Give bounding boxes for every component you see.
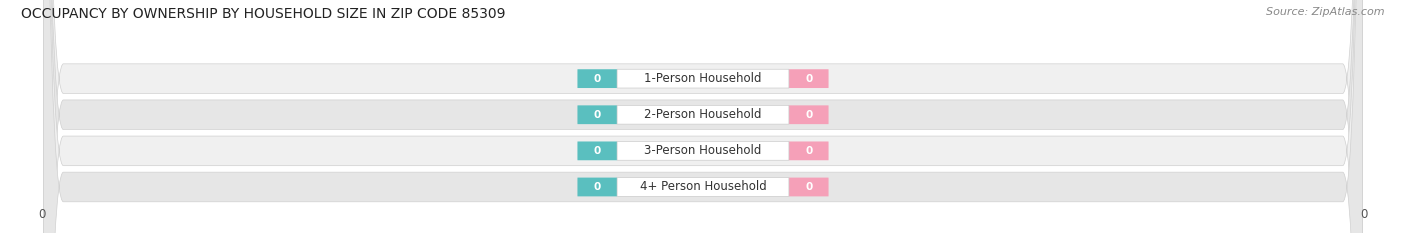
FancyBboxPatch shape [578,105,617,124]
Text: 1-Person Household: 1-Person Household [644,72,762,85]
Text: 0: 0 [806,182,813,192]
FancyBboxPatch shape [578,178,617,196]
FancyBboxPatch shape [789,105,828,124]
Text: 0: 0 [806,74,813,84]
Text: 0: 0 [593,110,600,120]
FancyBboxPatch shape [578,69,617,88]
FancyBboxPatch shape [789,178,828,196]
Text: 2-Person Household: 2-Person Household [644,108,762,121]
FancyBboxPatch shape [617,105,789,124]
Text: 3-Person Household: 3-Person Household [644,144,762,157]
FancyBboxPatch shape [44,0,1362,233]
FancyBboxPatch shape [44,0,1362,233]
FancyBboxPatch shape [578,141,617,160]
FancyBboxPatch shape [617,141,789,160]
Text: Source: ZipAtlas.com: Source: ZipAtlas.com [1267,7,1385,17]
Text: 4+ Person Household: 4+ Person Household [640,181,766,193]
Text: OCCUPANCY BY OWNERSHIP BY HOUSEHOLD SIZE IN ZIP CODE 85309: OCCUPANCY BY OWNERSHIP BY HOUSEHOLD SIZE… [21,7,506,21]
Text: 0: 0 [593,74,600,84]
Text: 0: 0 [593,146,600,156]
FancyBboxPatch shape [789,141,828,160]
FancyBboxPatch shape [617,69,789,88]
FancyBboxPatch shape [789,69,828,88]
Text: 0: 0 [806,110,813,120]
FancyBboxPatch shape [617,178,789,196]
Text: 0: 0 [806,146,813,156]
FancyBboxPatch shape [44,0,1362,233]
Text: 0: 0 [593,182,600,192]
FancyBboxPatch shape [44,0,1362,233]
